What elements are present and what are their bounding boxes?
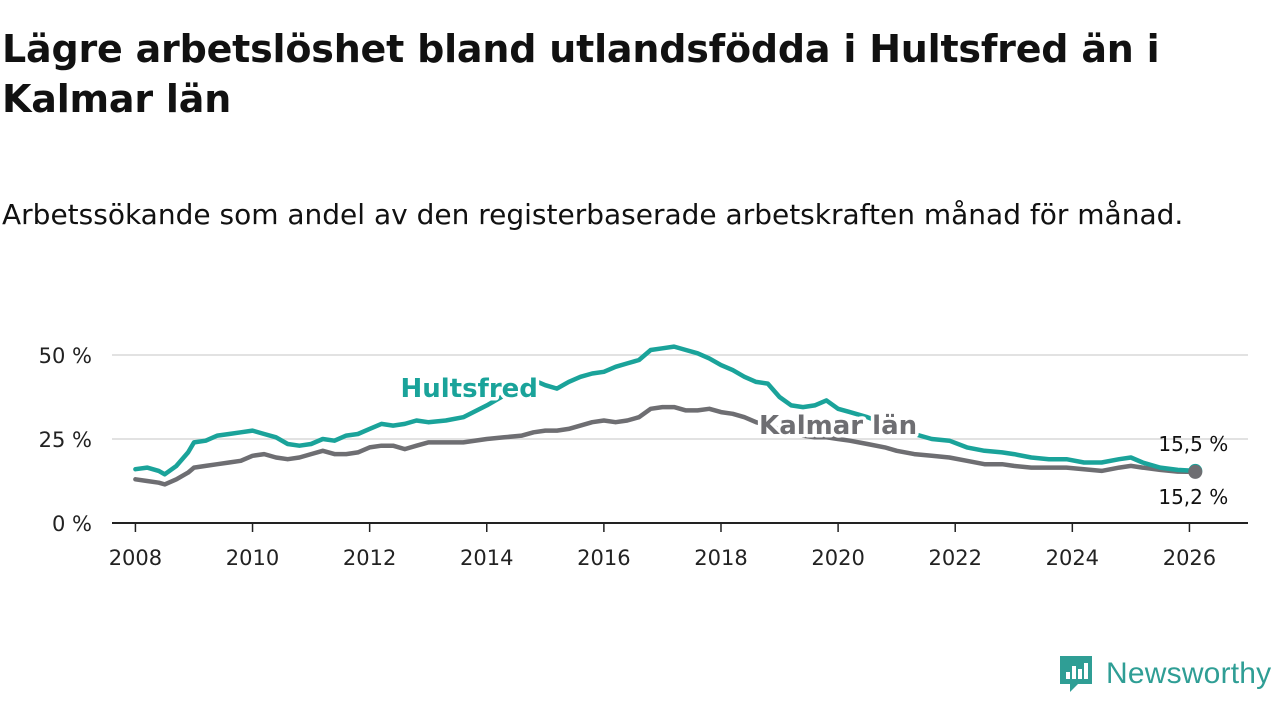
- y-axis-tick-labels: 0 % 25 % 50 %: [39, 344, 92, 536]
- series-label: Hultsfred: [400, 374, 537, 404]
- x-tick-label: 2012: [343, 546, 396, 570]
- x-tick-label: 2018: [694, 546, 747, 570]
- chart-subtitle: Arbetssökande som andel av den registerb…: [2, 198, 1184, 231]
- newsworthy-logo: Newsworthy: [1058, 654, 1271, 694]
- end-labels: 15,5 % 15,2 %: [1158, 432, 1228, 509]
- newsworthy-logo-icon: [1060, 656, 1092, 692]
- x-tick-label: 2016: [577, 546, 630, 570]
- brand-name: Newsworthy: [1106, 657, 1272, 690]
- y-tick-label: 0 %: [52, 512, 92, 536]
- end-value-label: 15,5 %: [1158, 432, 1228, 456]
- y-tick-label: 25 %: [39, 428, 92, 452]
- x-tick-label: 2010: [226, 546, 279, 570]
- series-line-hultsfred: [133, 344, 1198, 477]
- series-label-halo: Hultsfred: [400, 374, 537, 404]
- series-label-halo: Kalmar län: [759, 411, 917, 441]
- x-tick-label: 2026: [1163, 546, 1216, 570]
- x-tick-label: 2020: [811, 546, 864, 570]
- series-label: Kalmar län: [759, 411, 917, 441]
- line-chart: 0 % 25 % 50 % 2008 2010 2012 2014 2016 2018 2020…: [39, 344, 1248, 570]
- x-tick-label: 2024: [1046, 546, 1099, 570]
- chart-title: Lägre arbetslöshet bland utlandsfödda i …: [2, 27, 1160, 121]
- y-tick-label: 50 %: [39, 344, 92, 368]
- series-line-kalmar-län: [133, 404, 1198, 487]
- x-axis: 2008 2010 2012 2014 2016 2018 2020 2022 2024 2026: [109, 522, 1248, 570]
- x-tick-label: 2022: [928, 546, 981, 570]
- x-tick-label: 2014: [460, 546, 513, 570]
- grid-layer: [112, 354, 1248, 440]
- end-point-marker: [1188, 464, 1203, 479]
- end-value-label: 15,2 %: [1158, 485, 1228, 509]
- series-layer: [133, 344, 1203, 487]
- x-tick-label: 2008: [109, 546, 162, 570]
